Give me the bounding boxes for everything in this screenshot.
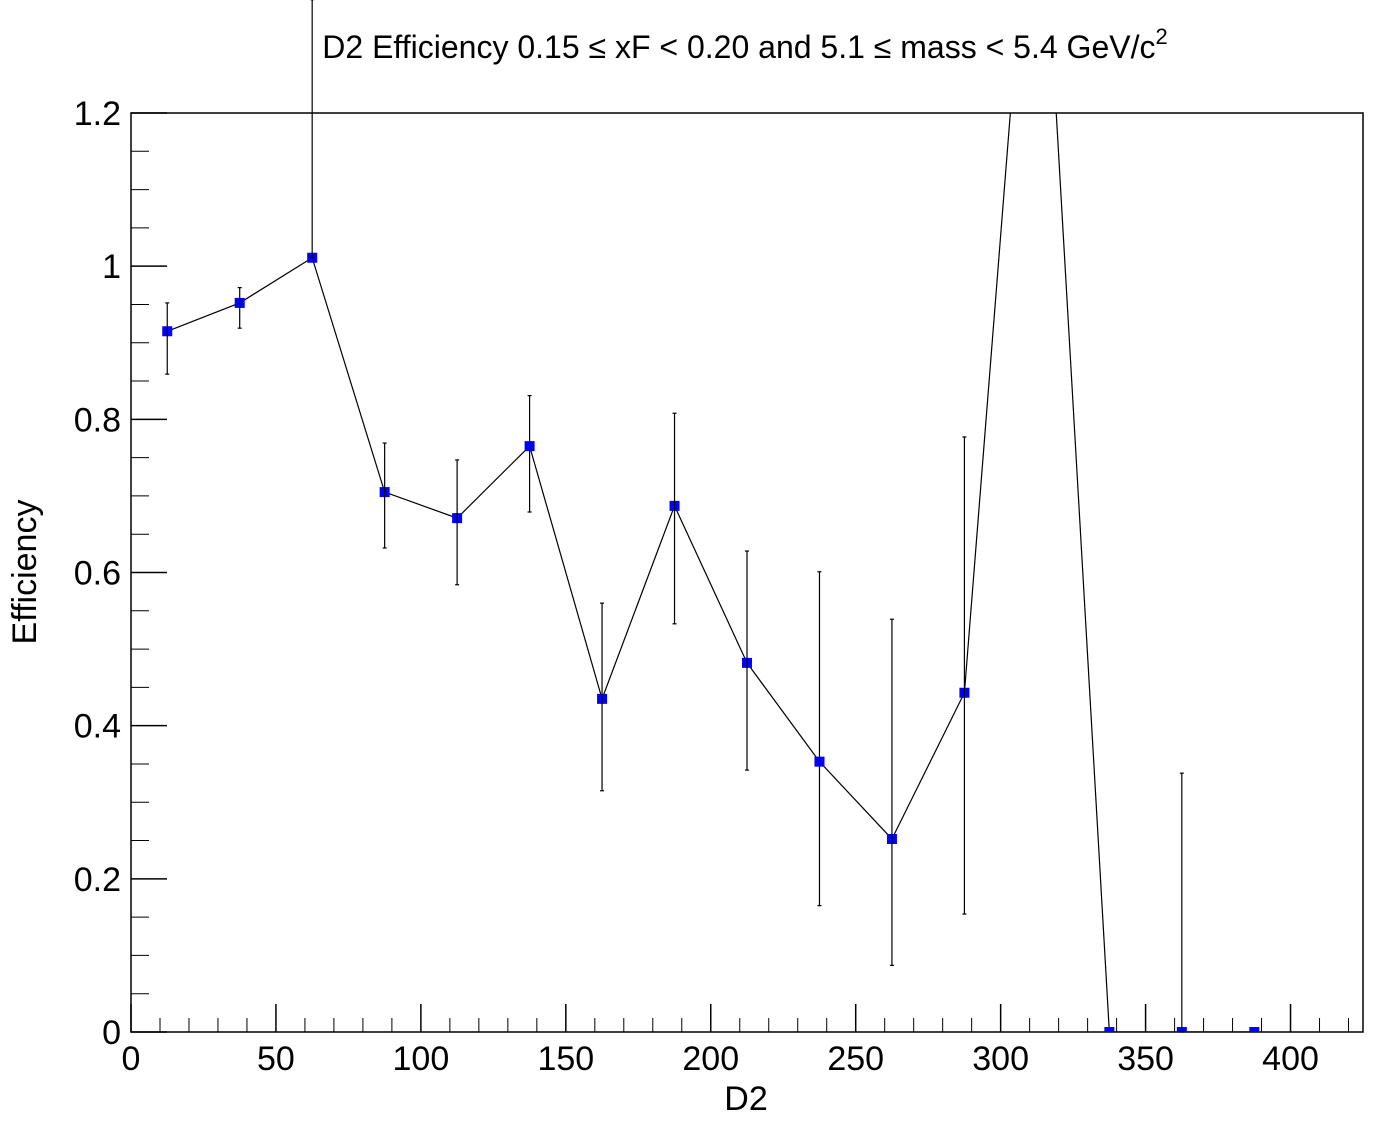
y-tick-label: 0.8 [74, 401, 121, 439]
x-tick-label: 400 [1262, 1040, 1319, 1078]
point [1104, 1027, 1115, 1032]
y-tick-label: 0 [102, 1014, 121, 1052]
y-tick-label: 0.2 [74, 861, 121, 899]
x-tick-label: 350 [1117, 1040, 1174, 1078]
y-tick-label: 1.2 [74, 95, 121, 133]
x-tick-label: 300 [972, 1040, 1029, 1078]
x-tick-label: 50 [257, 1040, 295, 1078]
title-superscript: 2 [1155, 24, 1167, 49]
point [1249, 1027, 1260, 1032]
x-tick-label: 0 [122, 1040, 141, 1078]
title-text: D2 Efficiency 0.15 ≤ xF < 0.20 and 5.1 ≤… [322, 29, 1155, 65]
x-tick-label: 250 [827, 1040, 884, 1078]
y-axis-label: Efficiency [6, 500, 44, 645]
y-tick-label: 0.4 [74, 708, 121, 746]
x-tick-label: 150 [537, 1040, 594, 1078]
x-tick-label: 100 [393, 1040, 450, 1078]
x-axis-label: D2 [724, 1080, 767, 1118]
y-tick-label: 0.6 [74, 555, 121, 593]
connecting-line [167, 113, 1255, 1032]
series [162, 113, 1260, 1032]
x-tick-label: 200 [682, 1040, 739, 1078]
chart-title: D2 Efficiency 0.15 ≤ xF < 0.20 and 5.1 ≤… [322, 24, 1167, 65]
y-tick-label: 1 [102, 248, 121, 286]
